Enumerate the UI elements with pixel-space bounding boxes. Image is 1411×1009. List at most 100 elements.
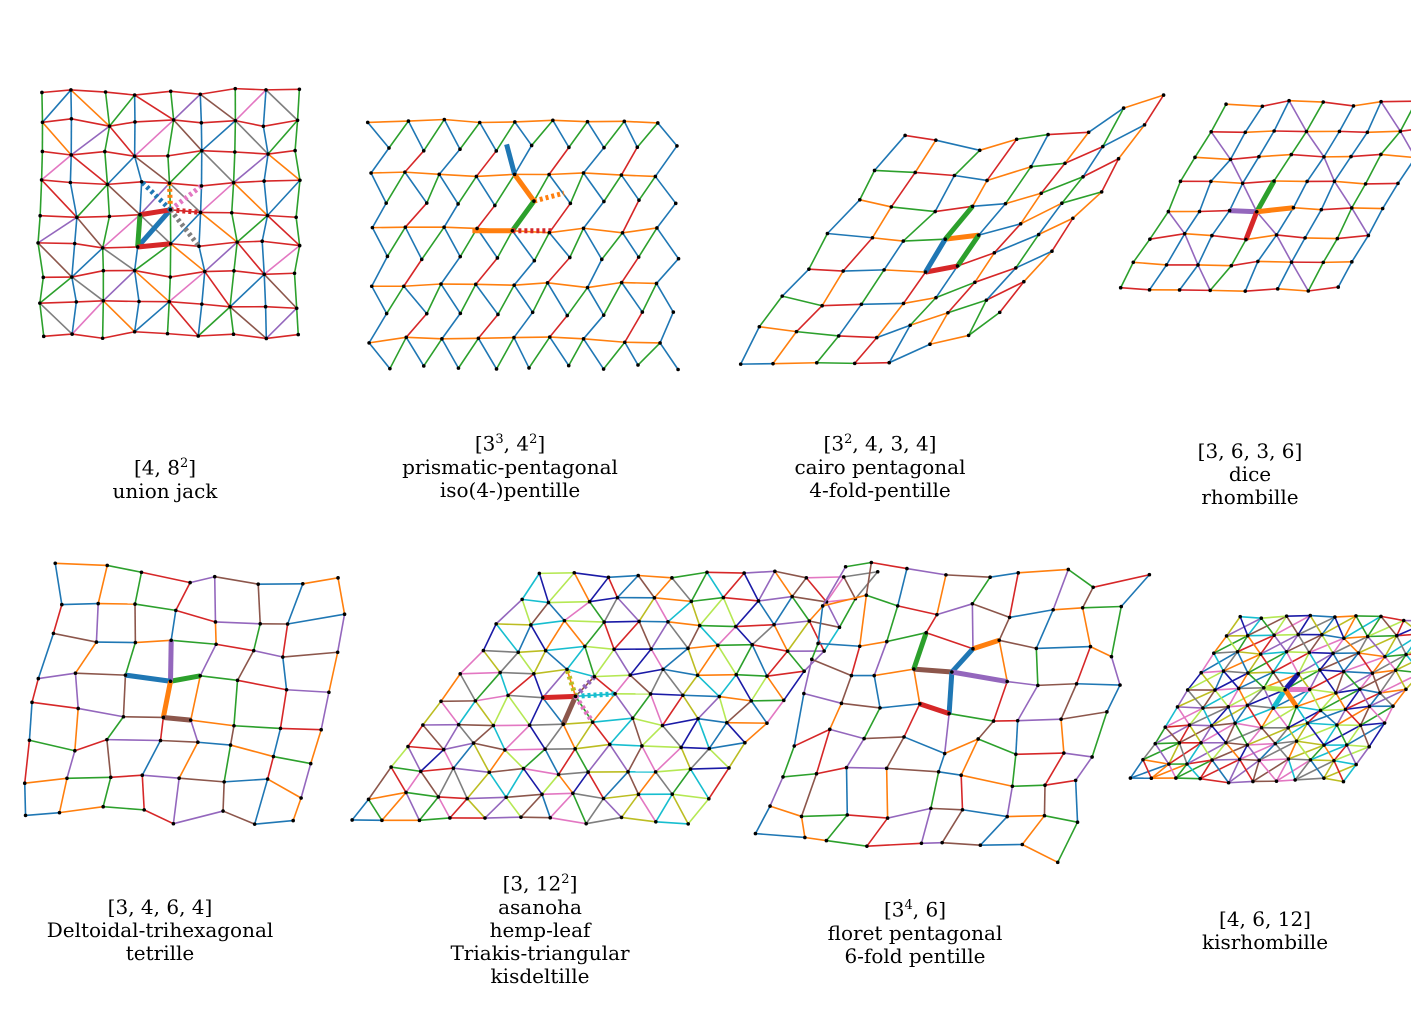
tiling-edge [198, 241, 238, 248]
tiling-edge [902, 210, 936, 242]
tiling-vertex [1199, 741, 1203, 745]
tiling-edge [371, 255, 389, 287]
tiling-edge [1074, 756, 1093, 781]
highlight-edge [137, 241, 171, 250]
tiling-edge [1244, 105, 1264, 133]
tiling-edge [459, 649, 484, 675]
tiling-edge [279, 689, 288, 729]
tiling-vertex [202, 269, 207, 274]
tiling-vertex [1081, 174, 1085, 179]
tiling-drawing [22, 561, 347, 826]
tiling-edge [621, 174, 656, 178]
tiling-edge [351, 798, 370, 821]
tiling-vertex [389, 765, 393, 769]
tiling-vertex [984, 298, 989, 302]
tiling-edge [603, 120, 625, 149]
tiling-name: rhombille [1201, 485, 1299, 509]
tiling-edge [568, 121, 589, 148]
tiling-edge [134, 330, 168, 335]
tiling-edge [682, 674, 699, 696]
tiling-edge [1175, 763, 1188, 779]
tiling-edge [1297, 615, 1311, 636]
tiling-edge [538, 573, 550, 603]
vertex-symbol: [3, 122] [502, 871, 578, 896]
tiling-vertex [1259, 725, 1264, 730]
tiling-edge [261, 241, 266, 275]
tiling-edge [843, 269, 885, 272]
tiling-edge [1367, 208, 1384, 236]
tiling-vertex [1321, 260, 1326, 265]
tiling-vertex [950, 670, 954, 674]
tiling-vertex [637, 198, 641, 202]
tiling-edge [1296, 705, 1321, 712]
tiling-edge [229, 306, 267, 340]
highlight-edge [125, 672, 171, 684]
tiling-edge [1384, 656, 1397, 671]
tiling-edge [253, 649, 283, 658]
tiling-edge [39, 302, 73, 335]
tiling-vertex [1246, 671, 1250, 675]
tiling-vertex [1166, 209, 1171, 214]
tiling-edge [267, 778, 302, 799]
tiling-edge [489, 767, 524, 774]
tiling-edge [169, 182, 202, 187]
tiling-edge [230, 212, 238, 243]
tiling-vertex [936, 769, 941, 774]
tiling-vertex [966, 333, 971, 338]
tiling-edge [98, 602, 136, 605]
tiling-edge [1197, 235, 1213, 266]
tiling-vertex [1148, 237, 1152, 242]
tiling-vertex [636, 255, 641, 259]
tiling-edge [1018, 568, 1069, 574]
tiling-vertex [725, 720, 729, 725]
tiling-vertex [520, 597, 524, 602]
tiling-caption: [4, 6, 12] kisrhombille [1120, 908, 1410, 954]
tiling-vertex [510, 228, 515, 233]
tiling-vertex [235, 240, 239, 244]
tiling-edge [1350, 131, 1369, 158]
tiling-vertex [946, 310, 950, 315]
tiling-edge [29, 739, 76, 752]
tiling-edge [1133, 261, 1167, 266]
tiling-edge [272, 728, 282, 757]
tiling-edge [1260, 653, 1274, 673]
tiling-edge [141, 181, 170, 184]
tiling-edge [368, 342, 391, 370]
tiling-edge [1276, 261, 1293, 290]
tiling-vertex [543, 648, 548, 653]
tiling-edge [124, 642, 137, 676]
tiling-edge [1273, 634, 1288, 653]
tiling-edge [1343, 655, 1386, 673]
tiling-edge [1309, 615, 1323, 636]
tiling-edge [134, 269, 171, 278]
tiling-edge [199, 643, 217, 677]
tiling-edge [476, 227, 499, 259]
tiling-edge [1323, 156, 1336, 182]
tiling-vertex [105, 737, 109, 742]
tiling-vertex [872, 168, 877, 173]
tiling-edge [587, 771, 605, 799]
tiling-edge [1309, 688, 1337, 694]
tiling-edge [499, 672, 509, 696]
tiling-edge [1288, 758, 1311, 761]
tiling-edge [972, 202, 1006, 208]
tiling-edge [106, 738, 161, 742]
tiling-vertex [123, 673, 128, 677]
tiling-edge [102, 777, 112, 807]
tiling-vertex [686, 822, 690, 826]
tiling-vertex [105, 182, 110, 187]
tiling-edge [1225, 742, 1241, 760]
tiling-edge [104, 150, 135, 158]
tiling-edge [811, 658, 852, 677]
tiling-edge [143, 809, 174, 825]
tiling-edge [1015, 720, 1019, 755]
tiling-edge [998, 617, 1011, 641]
tiling-vertex [105, 563, 110, 568]
tiling-edge [979, 138, 1017, 152]
tiling-vertex [38, 301, 42, 305]
tiling-vertex [1284, 649, 1289, 654]
tiling-vertex [845, 813, 850, 817]
tiling-edge [935, 205, 973, 213]
tiling-edge [655, 746, 682, 773]
tiling-edge [444, 118, 480, 124]
